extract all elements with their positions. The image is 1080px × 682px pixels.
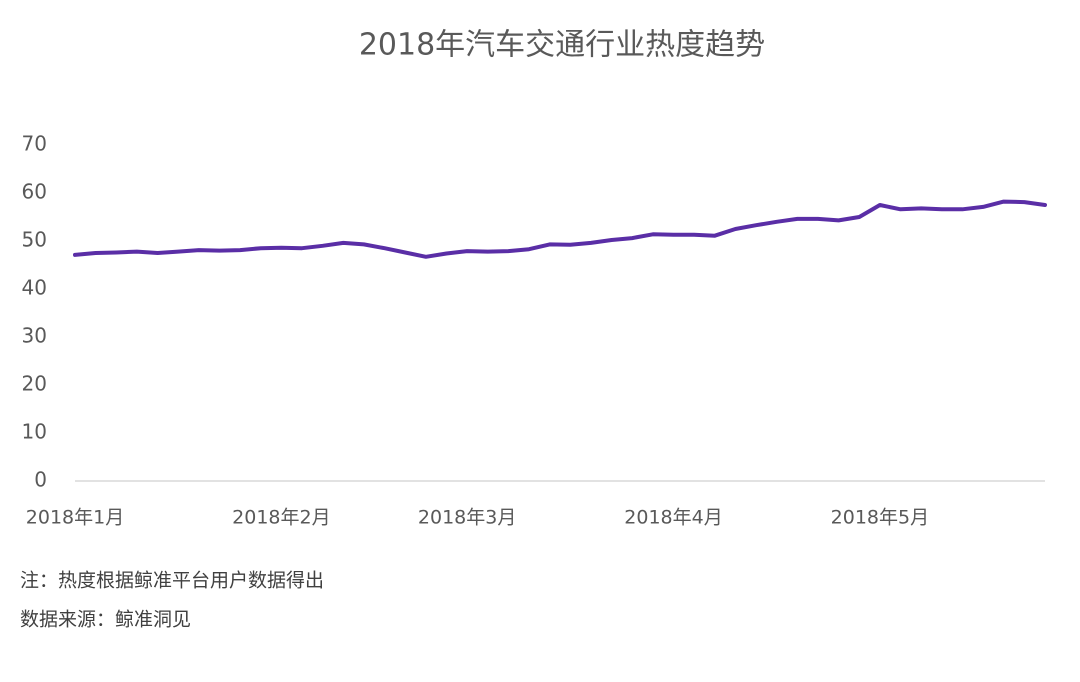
y-tick-label: 60 xyxy=(22,180,47,204)
x-tick-label: 2018年3月 xyxy=(418,507,516,529)
y-tick-label: 40 xyxy=(22,276,47,300)
x-tick-label: 2018年1月 xyxy=(26,507,124,529)
line xyxy=(73,199,1047,259)
y-tick-label: 50 xyxy=(22,228,47,252)
y-tick-label: 0 xyxy=(34,468,47,492)
note: 注：热度根据鲸准平台用户数据得出 xyxy=(20,570,324,592)
x-tick-label: 2018年2月 xyxy=(232,507,330,529)
y-tick-label: 20 xyxy=(22,372,47,396)
x-tick-label: 2018年4月 xyxy=(624,507,722,529)
x-tick-label: 2018年5月 xyxy=(831,507,929,529)
y-tick-label: 70 xyxy=(22,132,47,156)
note: 数据来源：鲸准洞见 xyxy=(20,609,191,631)
y-tick-label: 30 xyxy=(22,324,47,348)
chart-title: 2018年汽车交通行业热度趋势 xyxy=(359,28,765,63)
y-tick-label: 10 xyxy=(22,420,47,444)
